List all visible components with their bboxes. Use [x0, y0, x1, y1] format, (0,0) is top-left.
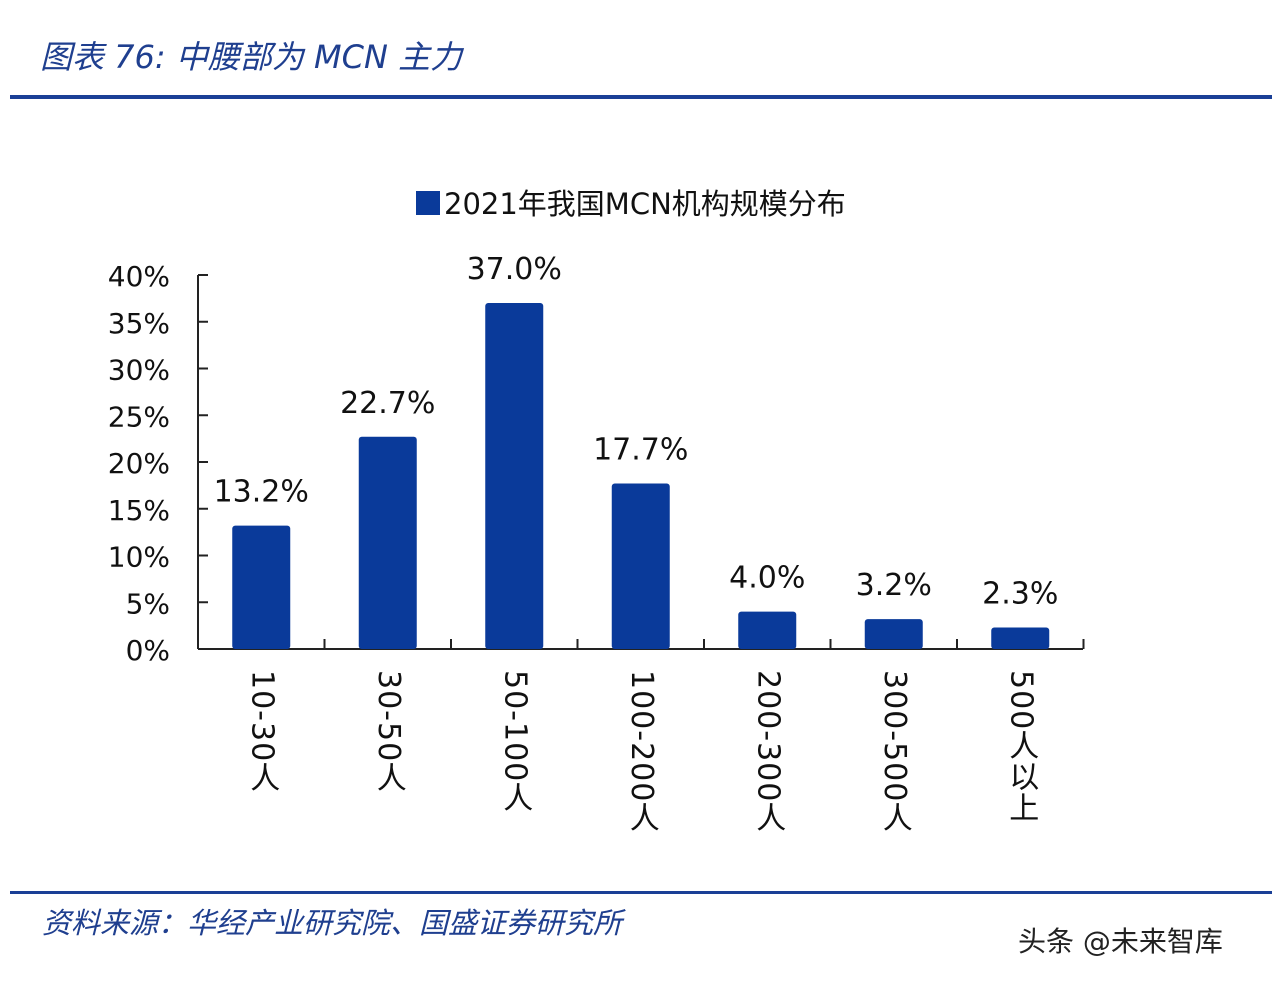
- bar: [358, 436, 417, 649]
- y-tick-label: 10%: [108, 541, 170, 574]
- legend-label: 2021年我国MCN机构规模分布: [444, 187, 846, 221]
- x-tick-label: 300-500人: [876, 670, 912, 834]
- x-tick-label: 30-50人: [370, 670, 406, 794]
- y-tick-label: 5%: [126, 587, 170, 620]
- top-divider: [10, 95, 1272, 99]
- bar: [991, 627, 1050, 649]
- data-label: 2.3%: [982, 576, 1058, 611]
- x-tick-label: 200-300人: [750, 670, 786, 834]
- y-tick-label: 25%: [108, 400, 170, 433]
- bottom-divider: [10, 891, 1272, 894]
- bar: [485, 303, 544, 649]
- y-tick-label: 35%: [108, 307, 170, 340]
- bar: [232, 525, 291, 649]
- watermark: 头条 @未来智库: [1018, 925, 1223, 958]
- y-tick-label: 20%: [108, 447, 170, 480]
- x-tick-label: 50-100人: [497, 670, 533, 814]
- data-label: 13.2%: [214, 475, 309, 510]
- x-tick-label: 10-30人: [244, 670, 280, 794]
- bar: [738, 611, 797, 649]
- data-label: 4.0%: [729, 561, 805, 596]
- figure-title: 图表 76: 中腰部为 MCN 主力: [40, 38, 463, 76]
- x-tick-label: 500人以上: [1003, 670, 1039, 824]
- x-tick-label: 100-200人: [623, 670, 659, 834]
- data-label: 3.2%: [856, 568, 932, 603]
- data-label: 17.7%: [593, 433, 688, 468]
- data-label: 37.0%: [467, 252, 562, 287]
- y-tick-label: 40%: [108, 260, 170, 293]
- y-tick-label: 15%: [108, 494, 170, 527]
- y-tick-label: 0%: [126, 634, 170, 667]
- data-label: 22.7%: [340, 386, 435, 421]
- source-note: 资料来源：华经产业研究院、国盛证券研究所: [42, 906, 623, 940]
- bar: [864, 619, 923, 649]
- legend-swatch: [416, 191, 440, 215]
- bar: [611, 483, 670, 649]
- y-tick-label: 30%: [108, 354, 170, 387]
